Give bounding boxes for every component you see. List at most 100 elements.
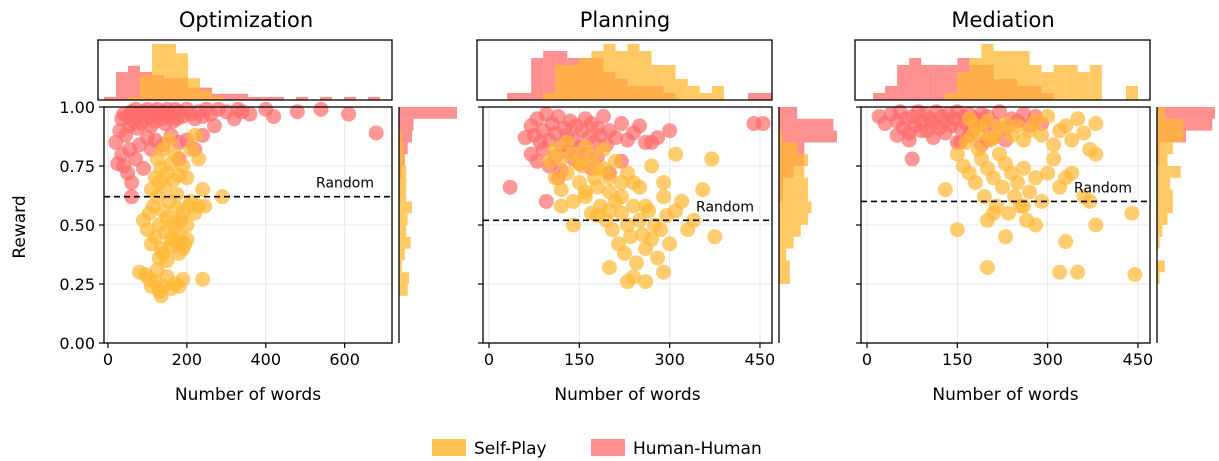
data-point-self-play xyxy=(159,252,175,268)
histogram-bar-self-play xyxy=(779,189,808,202)
data-point-self-play xyxy=(553,182,569,198)
data-point-human-human xyxy=(904,151,920,167)
histogram-bar-human-human xyxy=(945,65,958,100)
data-point-self-play xyxy=(553,198,569,214)
x-tick-label: 150 xyxy=(564,350,595,369)
data-point-self-play xyxy=(998,229,1013,245)
data-point-human-human xyxy=(755,116,771,132)
data-point-self-play xyxy=(559,134,575,150)
histogram-bar-human-human xyxy=(272,96,284,100)
data-point-human-human xyxy=(901,132,917,148)
histogram-bar-self-play xyxy=(399,189,407,202)
data-point-self-play xyxy=(589,160,605,176)
data-point-self-play xyxy=(589,179,605,195)
histogram-bar-human-human xyxy=(344,96,356,100)
data-point-human-human xyxy=(135,160,151,176)
histogram-bar-human-human xyxy=(531,58,544,100)
legend-label-self-play: Self-Play xyxy=(474,439,547,459)
y-tick-label: 0.75 xyxy=(59,157,95,176)
data-point-self-play xyxy=(559,165,575,181)
data-point-self-play xyxy=(1127,267,1143,283)
data-point-self-play xyxy=(632,212,648,228)
data-point-self-play xyxy=(656,189,672,205)
data-point-self-play xyxy=(1001,205,1017,221)
data-point-human-human xyxy=(632,118,648,134)
histogram-bar-self-play xyxy=(779,248,787,261)
data-point-self-play xyxy=(949,222,965,238)
y-tick-label: 1.00 xyxy=(59,98,95,117)
histogram-bar-self-play xyxy=(1157,236,1160,249)
data-point-self-play xyxy=(1058,170,1074,186)
data-point-self-play xyxy=(638,274,654,290)
data-point-human-human xyxy=(266,108,282,124)
histogram-bar-self-play xyxy=(1065,65,1078,100)
data-point-human-human xyxy=(662,123,678,139)
data-point-self-play xyxy=(620,217,635,233)
x-tick-label: 450 xyxy=(745,350,776,369)
histogram-bar-human-human xyxy=(128,65,140,100)
data-point-self-play xyxy=(1046,151,1062,167)
histogram-bar-self-play xyxy=(779,260,790,273)
x-tick-label: 0 xyxy=(484,350,494,369)
histogram-bar-self-play xyxy=(627,44,640,100)
histogram-bar-self-play xyxy=(399,130,402,143)
random-label: Random xyxy=(696,199,754,215)
data-point-human-human xyxy=(368,125,384,141)
data-point-self-play xyxy=(1022,184,1038,200)
data-point-self-play xyxy=(1016,198,1032,214)
histogram-bar-self-play xyxy=(779,166,805,178)
data-point-self-play xyxy=(1064,132,1080,148)
data-point-self-play xyxy=(595,141,611,157)
data-point-self-play xyxy=(1028,217,1044,233)
data-point-self-play xyxy=(656,264,672,280)
data-point-self-play xyxy=(613,189,629,205)
histogram-bar-self-play xyxy=(128,96,140,100)
data-point-self-play xyxy=(626,175,642,191)
histogram-bar-human-human xyxy=(248,96,260,100)
data-point-self-play xyxy=(187,127,203,143)
data-point-self-play xyxy=(1082,141,1098,157)
histogram-bar-self-play xyxy=(1157,107,1165,119)
scatter-plot-area: Random 0 200 400 600 0.00 0.25 0.50 0.75 1.00 Numb… xyxy=(59,39,457,405)
histogram-bar-self-play xyxy=(1157,142,1173,155)
data-point-self-play xyxy=(967,175,983,191)
data-point-self-play xyxy=(656,175,672,191)
data-point-human-human xyxy=(613,116,629,132)
data-point-self-play xyxy=(616,245,632,261)
histogram-bar-self-play xyxy=(399,166,407,178)
data-point-self-play xyxy=(565,217,581,233)
data-point-human-human xyxy=(124,175,140,191)
random-label: Random xyxy=(316,176,374,192)
data-point-self-play xyxy=(662,236,678,252)
data-point-human-human xyxy=(1016,106,1032,122)
histogram-bar-self-play xyxy=(188,78,200,100)
data-point-self-play xyxy=(707,229,723,245)
panel-title: Mediation xyxy=(951,8,1054,32)
panel-mediation: Mediation Random 0 150 300 450 Number of word… xyxy=(854,8,1215,405)
data-point-self-play xyxy=(973,125,989,141)
histogram-bar-self-play xyxy=(603,44,616,100)
data-point-self-play xyxy=(644,231,660,247)
data-point-self-play xyxy=(547,170,563,186)
data-point-human-human xyxy=(550,108,566,124)
histogram-bar-self-play xyxy=(1157,260,1165,273)
data-point-human-human xyxy=(234,104,250,120)
y-tick-label: 0.00 xyxy=(59,334,95,353)
histogram-bar-self-play xyxy=(399,272,410,284)
data-point-human-human xyxy=(913,123,929,139)
panel-title: Optimization xyxy=(179,8,313,32)
scatter-plot-area: Random 0 150 300 450 Number of words xyxy=(854,39,1215,405)
histogram-bar-human-human xyxy=(519,93,532,100)
data-point-self-play xyxy=(175,158,191,174)
data-point-human-human xyxy=(538,193,554,209)
data-point-self-play xyxy=(197,198,213,214)
data-point-human-human xyxy=(502,179,518,195)
data-point-self-play xyxy=(638,198,654,214)
histogram-bar-self-play xyxy=(1029,65,1042,100)
data-point-self-play xyxy=(704,151,720,167)
histogram-bar-self-play xyxy=(399,201,413,214)
histogram-bar-self-play xyxy=(981,44,994,100)
histogram-bar-self-play xyxy=(1017,51,1030,100)
y-tick-label: 0.25 xyxy=(59,275,95,294)
data-point-self-play xyxy=(179,217,195,233)
